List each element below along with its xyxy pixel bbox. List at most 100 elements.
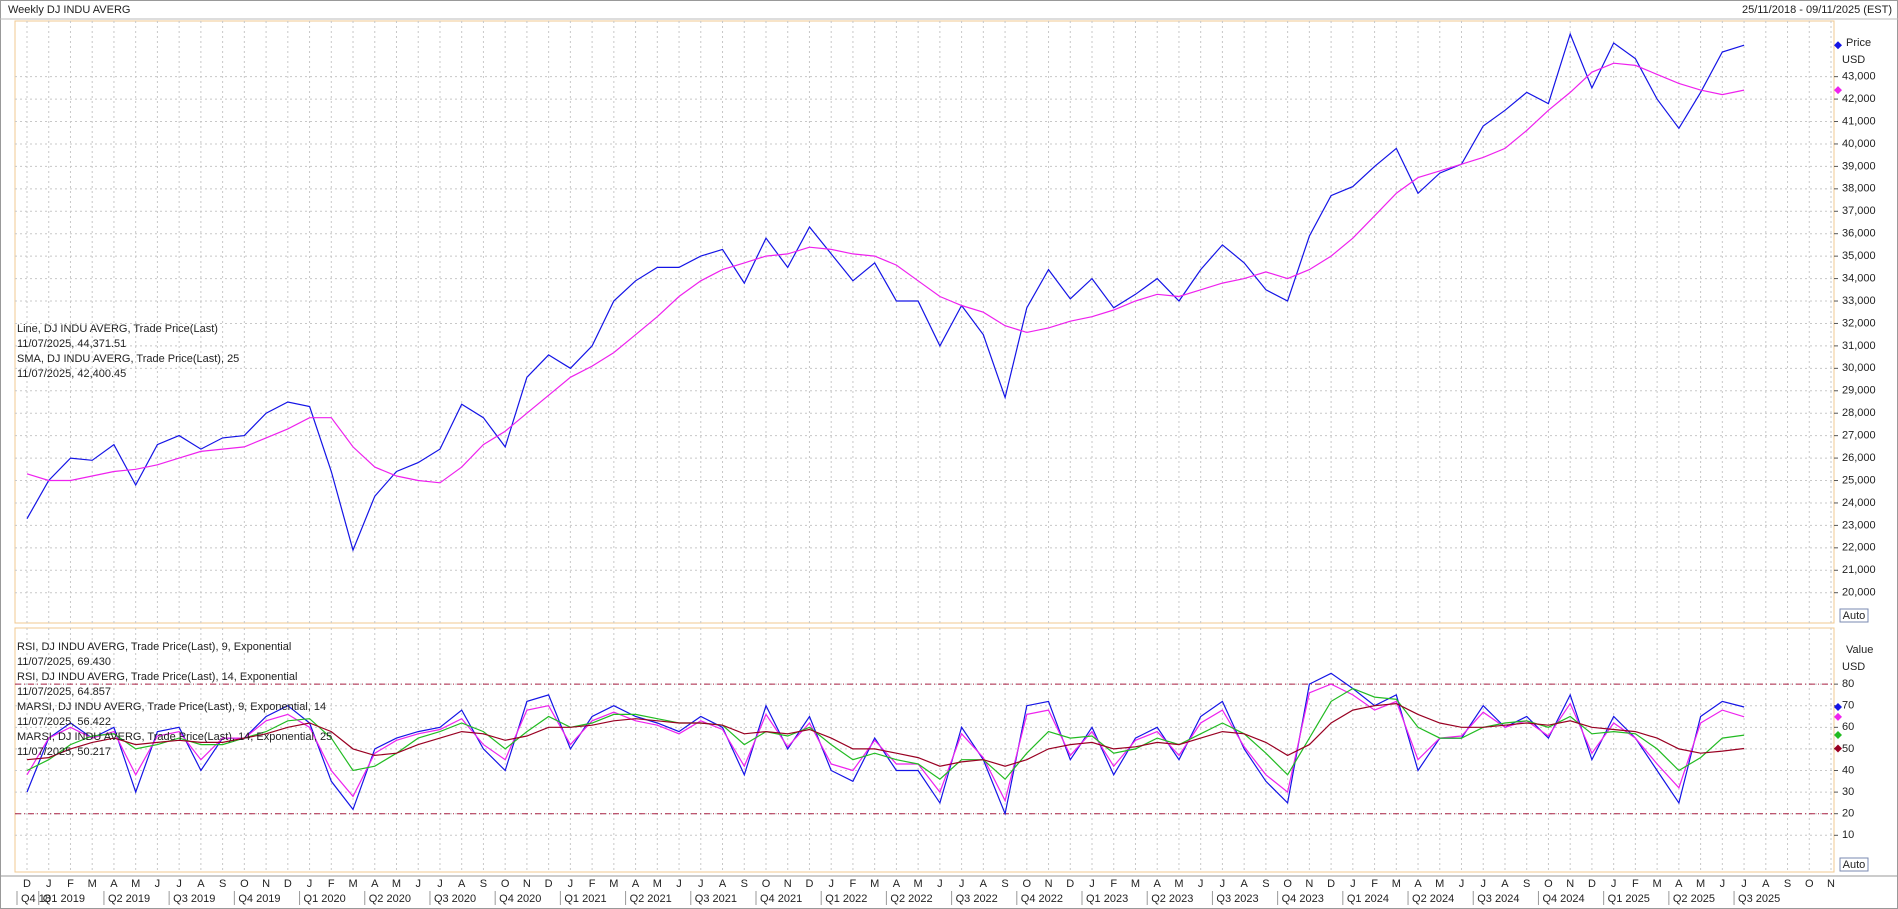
- y-tick-label: 60: [1842, 721, 1854, 733]
- quarter-label: Q3 2025: [1738, 893, 1780, 905]
- x-tick-label: J: [568, 878, 574, 890]
- x-tick-label: F: [589, 878, 596, 890]
- x-tick-label: M: [1435, 878, 1444, 890]
- x-tick-label: S: [480, 878, 487, 890]
- x-tick-label: F: [67, 878, 74, 890]
- x-tick-label: J: [1741, 878, 1747, 890]
- x-tick-label: A: [893, 878, 901, 890]
- x-tick-label: S: [1262, 878, 1269, 890]
- series-line: [26, 62, 1745, 484]
- x-tick-label: A: [458, 878, 466, 890]
- y-tick-label: 36,000: [1842, 228, 1876, 240]
- x-tick-label: J: [676, 878, 682, 890]
- x-tick-label: S: [741, 878, 748, 890]
- y-tick-label: 41,000: [1842, 115, 1876, 127]
- quarter-label: Q3 2023: [1216, 893, 1258, 905]
- last-value-marker: [1834, 702, 1842, 711]
- quarter-label: Q1 2020: [304, 893, 346, 905]
- quarter-label: Q2 2025: [1673, 893, 1715, 905]
- last-value-marker: [1834, 731, 1842, 740]
- legend-info: 11/07/2025, 56.422: [17, 716, 111, 728]
- y-tick-label: 31,000: [1842, 340, 1876, 352]
- x-tick-label: M: [1174, 878, 1183, 890]
- x-tick-label: M: [1696, 878, 1705, 890]
- auto-button[interactable]: [1839, 857, 1869, 872]
- auto-button[interactable]: [1839, 608, 1869, 623]
- y-tick-label: 10: [1842, 829, 1854, 841]
- x-tick-label: F: [328, 878, 335, 890]
- x-tick-label: M: [870, 878, 879, 890]
- x-tick-label: O: [1544, 878, 1553, 890]
- legend-info: 11/07/2025, 64.857: [17, 686, 111, 698]
- x-tick-label: J: [1459, 878, 1465, 890]
- x-tick-label: N: [1045, 878, 1053, 890]
- x-tick-label: F: [850, 878, 857, 890]
- axis-unit: USD: [1842, 54, 1865, 66]
- quarter-label: Q1 2021: [564, 893, 606, 905]
- quarter-label: Q3 2024: [1477, 893, 1519, 905]
- x-tick-label: F: [1110, 878, 1117, 890]
- y-tick-label: 30: [1842, 786, 1854, 798]
- y-tick-label: 24,000: [1842, 497, 1876, 509]
- legend-name: RSI, DJ INDU AVERG, Trade Price(Last), 9…: [17, 641, 291, 653]
- legend-name: SMA, DJ INDU AVERG, Trade Price(Last), 2…: [17, 353, 239, 365]
- y-tick-label: 33,000: [1842, 295, 1876, 307]
- series-line: [26, 683, 1745, 803]
- quarter-label: Q2 2021: [630, 893, 672, 905]
- x-tick-label: M: [392, 878, 401, 890]
- x-tick-label: A: [1675, 878, 1683, 890]
- x-tick-label: D: [23, 878, 31, 890]
- legend-info: 11/07/2025, 42,400.45: [17, 368, 126, 380]
- x-tick-label: A: [980, 878, 988, 890]
- quarter-label: Q2 2022: [890, 893, 932, 905]
- x-tick-label: J: [46, 878, 52, 890]
- last-value-marker: [1834, 86, 1842, 95]
- x-tick-label: J: [176, 878, 182, 890]
- x-tick-label: A: [1501, 878, 1509, 890]
- y-tick-label: 40: [1842, 764, 1854, 776]
- x-tick-label: D: [1066, 878, 1074, 890]
- x-tick-label: M: [1131, 878, 1140, 890]
- x-tick-label: O: [1283, 878, 1292, 890]
- quarter-label: Q3 2022: [956, 893, 998, 905]
- y-tick-label: 28,000: [1842, 407, 1876, 419]
- x-tick-label: J: [155, 878, 161, 890]
- auto-button-label[interactable]: Auto: [1843, 859, 1866, 871]
- quarter-label: Q4 2022: [1021, 893, 1063, 905]
- y-tick-label: 30,000: [1842, 362, 1876, 374]
- y-tick-label: 37,000: [1842, 205, 1876, 217]
- quarter-label: Q2 2024: [1412, 893, 1454, 905]
- legend-name: MARSI, DJ INDU AVERG, Trade Price(Last),…: [17, 731, 332, 743]
- x-tick-label: N: [1305, 878, 1313, 890]
- x-tick-label: O: [762, 878, 771, 890]
- last-value-marker: [1834, 41, 1842, 50]
- x-tick-label: J: [1089, 878, 1095, 890]
- quarter-label: Q2 2020: [369, 893, 411, 905]
- y-tick-label: 43,000: [1842, 71, 1876, 83]
- x-tick-label: A: [1414, 878, 1422, 890]
- x-tick-label: A: [632, 878, 640, 890]
- x-tick-label: J: [1198, 878, 1204, 890]
- x-tick-label: N: [523, 878, 531, 890]
- y-tick-label: 80: [1842, 678, 1854, 690]
- quarter-label: Q3 2020: [434, 893, 476, 905]
- x-tick-label: M: [1653, 878, 1662, 890]
- x-tick-label: A: [719, 878, 727, 890]
- x-tick-label: J: [698, 878, 704, 890]
- quarter-label: Q4 2020: [499, 893, 541, 905]
- series-line: [26, 687, 1745, 781]
- x-tick-label: M: [914, 878, 923, 890]
- quarter-label: Q4 2024: [1542, 893, 1584, 905]
- x-tick-label: S: [1784, 878, 1791, 890]
- x-tick-label: M: [88, 878, 97, 890]
- quarter-label: Q1 2025: [1608, 893, 1650, 905]
- x-tick-label: J: [415, 878, 421, 890]
- legend-name: Line, DJ INDU AVERG, Trade Price(Last): [17, 323, 218, 335]
- y-tick-label: 34,000: [1842, 272, 1876, 284]
- auto-button-label[interactable]: Auto: [1843, 610, 1866, 622]
- y-tick-label: 23,000: [1842, 519, 1876, 531]
- quarter-label: Q3 2019: [173, 893, 215, 905]
- x-tick-label: A: [110, 878, 118, 890]
- x-tick-label: O: [1805, 878, 1814, 890]
- x-tick-label: M: [609, 878, 618, 890]
